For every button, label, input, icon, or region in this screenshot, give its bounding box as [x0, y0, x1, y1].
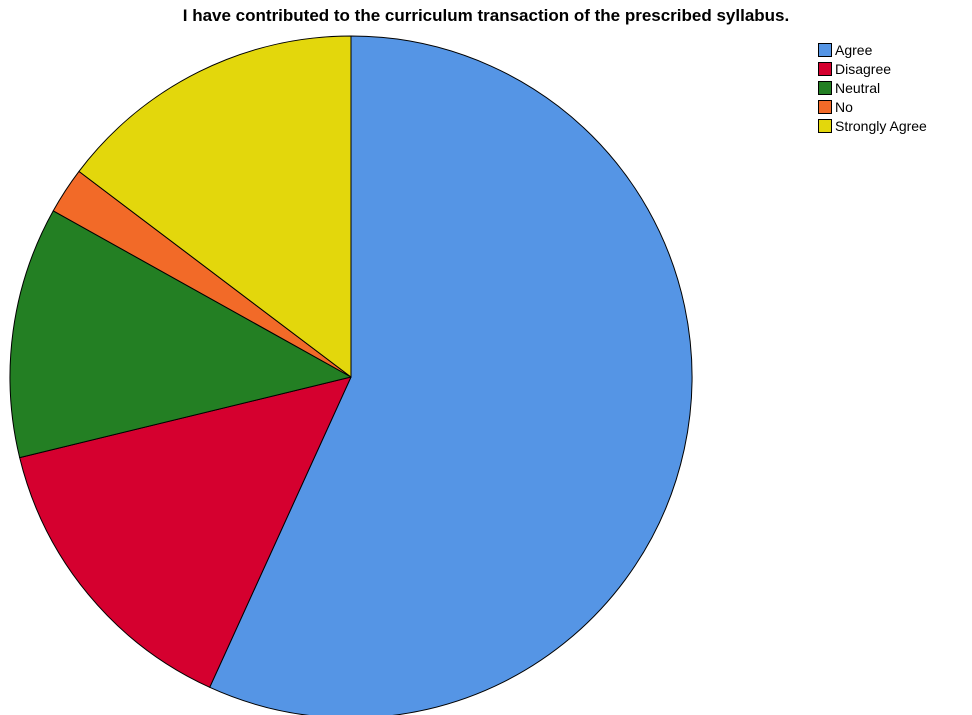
legend-label-disagree: Disagree	[835, 60, 892, 77]
legend-label-no: No	[835, 98, 853, 115]
legend-item-strongly-agree: Strongly Agree	[818, 116, 968, 135]
chart-title: I have contributed to the curriculum tra…	[182, 6, 790, 25]
pie-slices	[9, 35, 693, 715]
legend-label-neutral: Neutral	[835, 79, 881, 96]
legend-swatch-neutral	[818, 80, 832, 95]
legend-swatch-disagree	[818, 61, 832, 76]
legend-swatch-strongly-agree	[818, 118, 832, 133]
legend: Agree Disagree Neutral No Strongly Agree	[818, 40, 968, 135]
legend-item-disagree: Disagree	[818, 59, 968, 78]
legend-swatch-agree	[818, 42, 832, 57]
legend-item-agree: Agree	[818, 40, 968, 59]
pie-slice-agree	[209, 35, 693, 715]
legend-swatch-no	[818, 99, 832, 114]
pie-slice-neutral	[9, 210, 352, 459]
legend-item-no: No	[818, 97, 968, 116]
legend-label-strongly-agree: Strongly Agree	[835, 117, 927, 134]
legend-label-agree: Agree	[835, 41, 873, 58]
legend-item-neutral: Neutral	[818, 78, 968, 97]
pie-slice-disagree	[19, 376, 352, 688]
pie-slice-strongly-agree	[78, 35, 352, 378]
